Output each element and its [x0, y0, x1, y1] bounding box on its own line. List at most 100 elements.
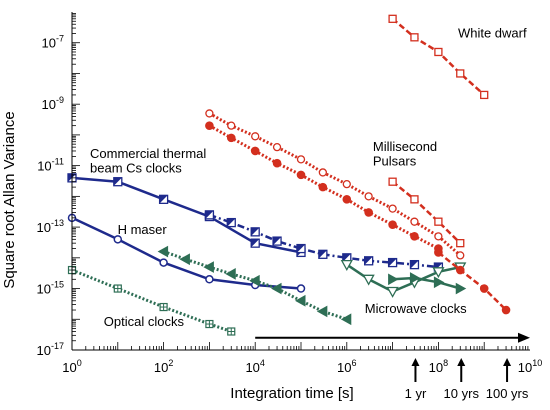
data-point [250, 227, 260, 237]
data-point [434, 47, 443, 57]
data-point [434, 232, 443, 241]
data-point [227, 327, 236, 336]
data-point [410, 195, 419, 204]
data-point [226, 133, 236, 143]
y-tick-label: 10-11 [37, 157, 64, 174]
data-point [410, 33, 419, 42]
data-point [364, 256, 374, 266]
series-1 [204, 210, 444, 272]
data-point [388, 177, 397, 186]
data-point [501, 305, 511, 315]
x-tick-label: 106 [337, 358, 356, 375]
data-point [410, 217, 419, 226]
data-point [434, 217, 443, 226]
y-tick-label: 10-17 [37, 341, 64, 358]
data-point [226, 217, 236, 228]
y-axis-title: Square root Allan Variance [1, 111, 18, 288]
x-tick-label: 1010 [518, 358, 542, 375]
data-point [340, 259, 353, 271]
data-point [159, 258, 168, 267]
series-line [391, 180, 462, 245]
data-point [158, 194, 169, 204]
marker-fill [297, 244, 305, 253]
annotation-label: Millisecond [373, 139, 437, 154]
data-point [271, 282, 282, 295]
series-6 [388, 272, 467, 295]
marker-fill [364, 256, 373, 265]
series-9 [388, 177, 465, 248]
data-point [432, 267, 445, 279]
marker-fill [159, 195, 168, 204]
series-line [392, 276, 461, 290]
marker-fill [273, 237, 282, 246]
data-point [272, 158, 282, 168]
data-point [387, 257, 398, 268]
series-10 [434, 248, 511, 315]
data-point [364, 208, 373, 217]
data-point [409, 259, 420, 270]
time-marker-arrowhead [457, 358, 466, 366]
data-point [456, 251, 465, 260]
data-point [455, 265, 465, 275]
x-tick-label: 102 [154, 358, 173, 375]
data-point [205, 275, 214, 284]
series-line [208, 112, 462, 257]
x-tick-label: 100 [62, 358, 81, 375]
data-point [386, 286, 399, 298]
data-point [272, 236, 282, 246]
data-point [318, 249, 328, 259]
annotation-label: Optical clocks [104, 314, 185, 329]
x-tick-label: 104 [245, 358, 264, 375]
data-point [204, 210, 215, 220]
data-point [203, 261, 214, 273]
data-point [159, 302, 168, 312]
series-4 [157, 245, 352, 326]
data-point [410, 232, 419, 241]
data-point [250, 146, 260, 156]
annotation-label: White dwarf [458, 25, 527, 40]
data-point [251, 132, 260, 141]
marker-fill [251, 239, 260, 248]
data-point [250, 238, 260, 248]
data-point [179, 253, 190, 266]
series-line [71, 216, 302, 290]
data-point [388, 273, 399, 286]
data-point [479, 284, 489, 293]
data-point [409, 272, 421, 284]
data-point [205, 109, 214, 118]
data-point [113, 235, 123, 244]
data-point [434, 248, 443, 257]
time-marker-arrowhead [411, 358, 420, 366]
x-tick-label: 108 [429, 358, 448, 375]
data-point [227, 121, 236, 130]
data-point [388, 14, 397, 23]
marker-fill [342, 253, 351, 262]
data-point [296, 284, 306, 293]
data-point [296, 170, 306, 180]
series-line [71, 268, 232, 333]
marker-fill [410, 260, 419, 269]
data-point [296, 155, 306, 164]
series-2 [67, 213, 306, 293]
data-point [318, 182, 328, 192]
timeline-arrowhead [518, 332, 530, 343]
data-point [157, 245, 169, 258]
data-point [388, 204, 397, 213]
marker-fill [388, 258, 397, 267]
marker-fill [227, 218, 236, 227]
data-point [225, 268, 236, 280]
series-line [71, 176, 302, 254]
marker-fill [205, 210, 214, 219]
data-point [342, 195, 352, 204]
time-marker-arrowhead [503, 358, 512, 366]
series-11 [388, 14, 489, 100]
x-axis: 100 102 104 106 108 1010 [62, 342, 542, 375]
y-tick-label: 10-15 [37, 280, 64, 297]
marker-fill [251, 227, 260, 236]
annotation-label: Microwave clocks [365, 301, 467, 316]
time-markers: 1 yr 10 yrs 100 yrs [405, 358, 529, 401]
data-point [316, 305, 328, 318]
data-point [340, 313, 352, 326]
